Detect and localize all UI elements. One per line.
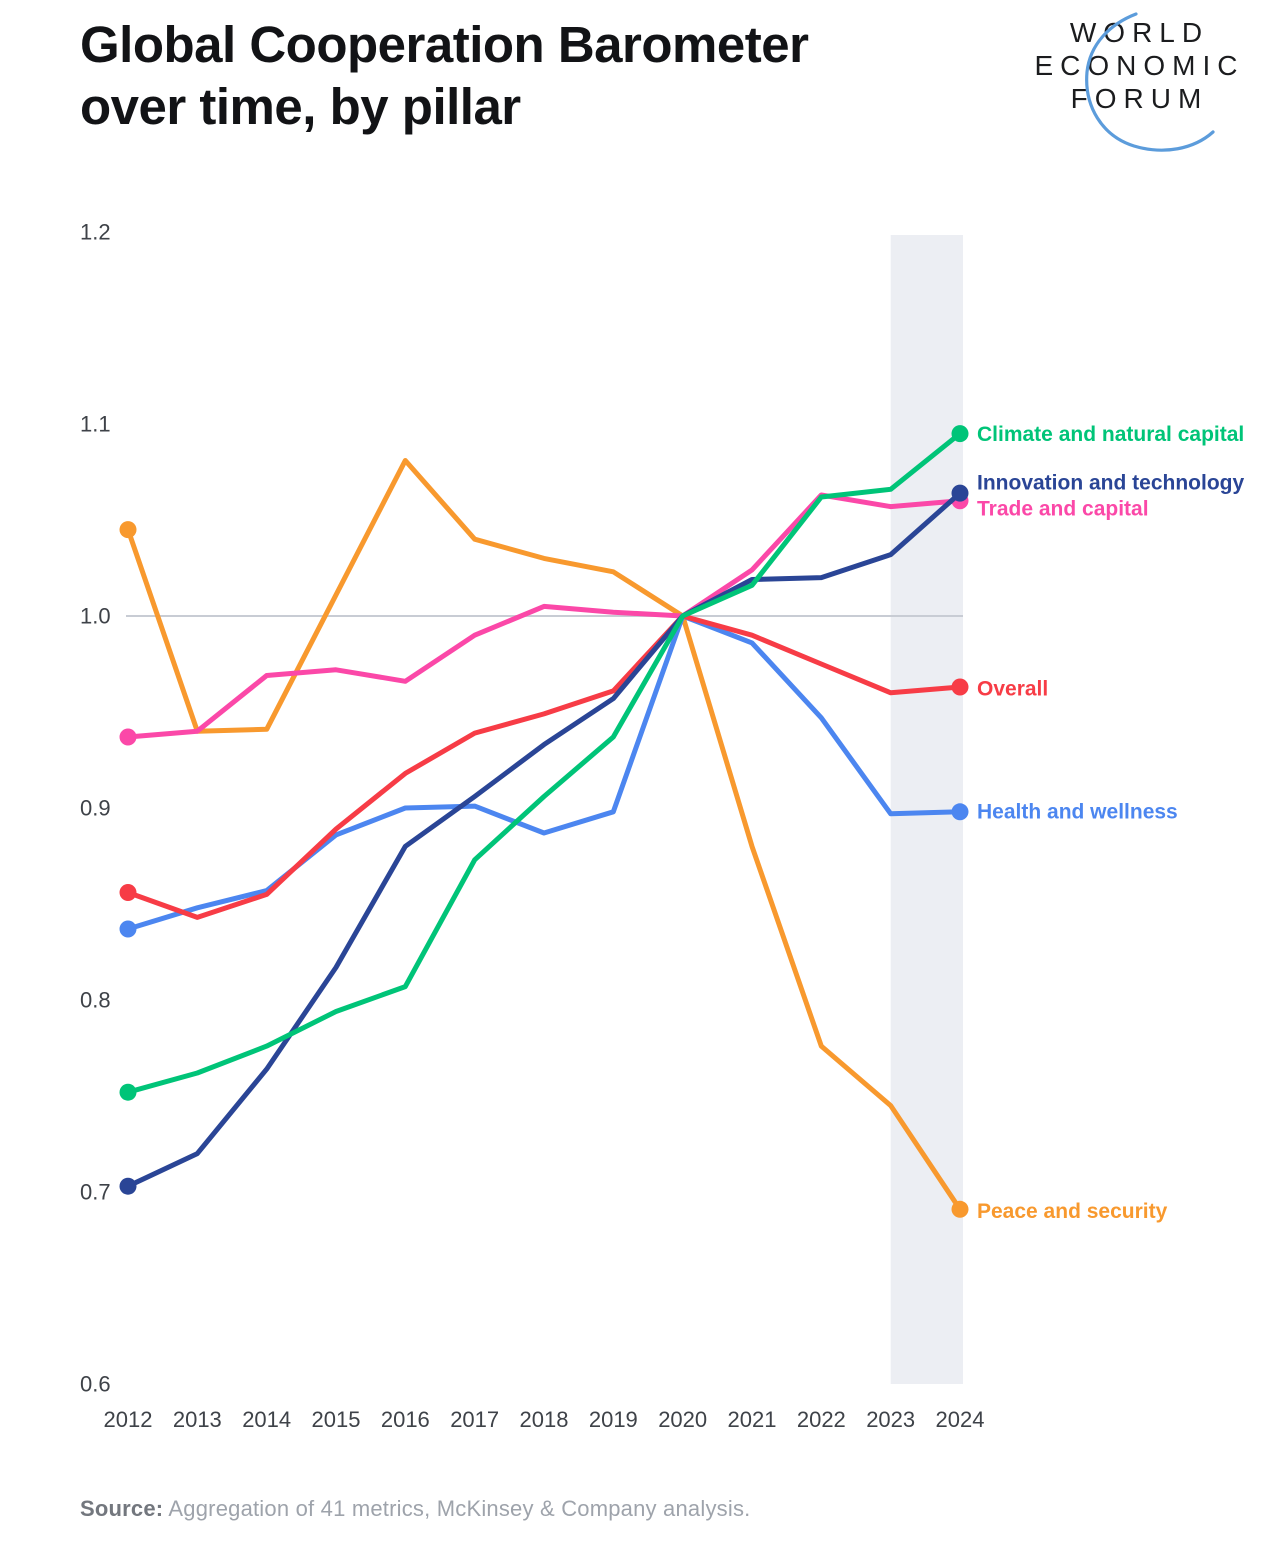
- page-title: Global Cooperation Barometer over time, …: [80, 14, 809, 138]
- wef-logo-arc-icon: [1085, 12, 1215, 152]
- y-axis-tick-0.9: 0.9: [80, 796, 111, 821]
- series-line-peace: [125, 458, 963, 1212]
- legend-label-trade: Trade and capital: [977, 497, 1149, 520]
- legend-label-peace: Peace and security: [977, 1200, 1168, 1223]
- x-axis-tick-2014: 2014: [242, 1407, 291, 1432]
- series-line-climate: [125, 431, 963, 1095]
- y-axis-tick-0.7: 0.7: [80, 1180, 111, 1205]
- y-axis-tick-1.1: 1.1: [80, 412, 111, 437]
- series-line-innovation: [125, 490, 963, 1189]
- x-axis-tick-2023: 2023: [866, 1407, 915, 1432]
- legend-label-climate: Climate and natural capital: [977, 423, 1244, 446]
- legend-label-overall: Overall: [977, 678, 1048, 701]
- y-axis-tick-0.8: 0.8: [80, 988, 111, 1013]
- series-end-dot-climate: [951, 425, 969, 443]
- x-axis-tick-2013: 2013: [173, 1407, 222, 1432]
- x-axis-tick-2019: 2019: [589, 1407, 638, 1432]
- x-axis-tick-2017: 2017: [450, 1407, 499, 1432]
- series-start-dot-trade: [119, 728, 137, 746]
- wef-logo-word-world: WORLD: [1069, 17, 1210, 48]
- y-axis-tick-0.6: 0.6: [80, 1372, 111, 1397]
- x-axis-tick-2022: 2022: [797, 1407, 846, 1432]
- series-line-health: [125, 613, 963, 932]
- page-title-line2: over time, by pillar: [80, 78, 521, 135]
- series-end-dot-peace: [951, 1200, 969, 1218]
- source-note: Source: Aggregation of 41 metrics, McKin…: [80, 1496, 750, 1522]
- series-end-dot-health: [951, 803, 969, 821]
- legend-label-health: Health and wellness: [977, 800, 1178, 823]
- wef-logo: WORLD ECONOMIC FORUM: [1016, 12, 1256, 164]
- x-axis-tick-2018: 2018: [520, 1407, 569, 1432]
- x-axis-tick-2016: 2016: [381, 1407, 430, 1432]
- y-axis-tick-1.2: 1.2: [80, 220, 111, 245]
- series-start-dot-health: [119, 920, 137, 938]
- series-end-dot-innovation: [951, 484, 969, 502]
- series-start-dot-climate: [119, 1083, 137, 1101]
- series-line-overall: [125, 613, 963, 920]
- x-axis-tick-2020: 2020: [658, 1407, 707, 1432]
- legend-label-innovation: Innovation and technology: [977, 472, 1244, 495]
- x-axis-tick-2021: 2021: [728, 1407, 777, 1432]
- x-axis-tick-2012: 2012: [104, 1407, 153, 1432]
- series-start-dot-innovation: [119, 1177, 137, 1195]
- page-title-line1: Global Cooperation Barometer: [80, 16, 809, 73]
- series-end-dot-overall: [951, 678, 969, 696]
- y-axis-tick-1.0: 1.0: [80, 604, 111, 629]
- source-label: Source:: [80, 1496, 164, 1521]
- x-axis-tick-2015: 2015: [312, 1407, 361, 1432]
- series-start-dot-peace: [119, 521, 137, 539]
- source-text: Aggregation of 41 metrics, McKinsey & Co…: [168, 1496, 751, 1521]
- series-start-dot-overall: [119, 884, 137, 901]
- wef-logo-word-economic: ECONOMIC: [1034, 50, 1245, 81]
- x-axis-tick-2024: 2024: [936, 1407, 985, 1432]
